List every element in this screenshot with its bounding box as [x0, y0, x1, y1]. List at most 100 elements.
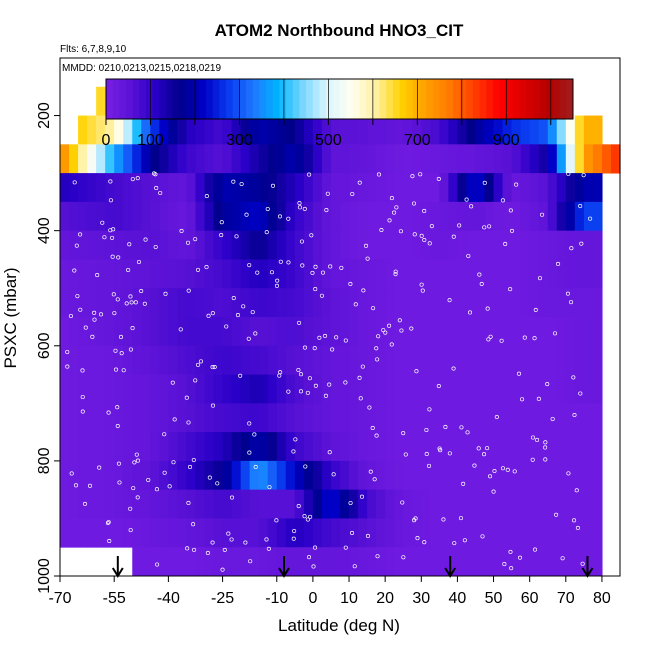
- sample-marker: [135, 458, 140, 463]
- heatmap-cell: [186, 489, 197, 519]
- heatmap-cell: [439, 374, 449, 404]
- heatmap-cell: [520, 518, 531, 548]
- sample-marker: [241, 304, 246, 309]
- heatmap-cell: [186, 230, 197, 260]
- heatmap-cell: [475, 518, 486, 548]
- colorbar-segment: [319, 79, 327, 119]
- sample-marker: [375, 357, 380, 362]
- heatmap-cell: [60, 460, 70, 491]
- sample-marker: [90, 334, 95, 339]
- heatmap-cell: [457, 345, 468, 375]
- sample-marker: [441, 517, 446, 522]
- heatmap-cell: [213, 115, 224, 145]
- heatmap-cell: [69, 518, 79, 548]
- sample-marker: [516, 371, 522, 376]
- heatmap-cell: [430, 115, 440, 145]
- sample-marker: [265, 206, 270, 212]
- heatmap-cell: [141, 489, 151, 519]
- heatmap-cell: [349, 144, 359, 174]
- heatmap-cell: [421, 115, 431, 145]
- heatmap-cell: [249, 288, 260, 318]
- heatmap-cell: [123, 432, 133, 462]
- heatmap-cell: [592, 230, 603, 260]
- heatmap-cell: [294, 374, 305, 404]
- sample-marker: [367, 405, 372, 410]
- heatmap-cell: [376, 115, 386, 145]
- heatmap-cell: [448, 144, 459, 174]
- heatmap-cell: [547, 547, 558, 577]
- sample-marker: [178, 327, 183, 332]
- heatmap-cell: [466, 317, 477, 347]
- heatmap-cell: [430, 259, 440, 289]
- sample-marker: [162, 432, 167, 437]
- heatmap-cell: [385, 173, 395, 203]
- sample-marker: [532, 547, 538, 552]
- heatmap-cell: [240, 547, 251, 577]
- sample-marker: [381, 328, 386, 333]
- heatmap-cell: [457, 374, 468, 404]
- sample-marker: [92, 317, 97, 322]
- heatmap-cell: [132, 518, 142, 548]
- sample-marker: [436, 383, 441, 389]
- heatmap-cell: [511, 432, 522, 462]
- colorbar-segment: [299, 79, 307, 119]
- heatmap-cell: [475, 173, 486, 203]
- heatmap-cell: [511, 288, 522, 318]
- heatmap-cell: [177, 547, 188, 577]
- heatmap-cell: [114, 345, 124, 375]
- heatmap-cell: [249, 201, 260, 232]
- sample-marker: [204, 194, 209, 199]
- heatmap-cell: [484, 201, 495, 232]
- sample-marker: [560, 556, 565, 561]
- colorbar-segment: [106, 79, 114, 119]
- sample-marker: [327, 450, 332, 455]
- heatmap-cell: [159, 259, 169, 289]
- sample-marker: [128, 294, 133, 299]
- heatmap-cell: [520, 173, 531, 203]
- sample-marker: [574, 488, 579, 493]
- sample-marker: [136, 259, 142, 265]
- heatmap-cell: [258, 403, 269, 433]
- heatmap-cell: [87, 403, 97, 433]
- heatmap-cell: [294, 460, 305, 491]
- heatmap-cell: [303, 259, 314, 289]
- colorbar-ticks: 0 100 300 500 700 900: [102, 119, 552, 149]
- colorbar-segment: [306, 79, 314, 119]
- heatmap-cell: [69, 345, 79, 375]
- heatmap-cell: [592, 460, 603, 491]
- heatmap-cell: [87, 201, 97, 232]
- sample-marker: [126, 267, 131, 273]
- heatmap-cell: [439, 201, 449, 232]
- sample-marker: [82, 501, 88, 506]
- sample-marker: [328, 264, 333, 269]
- heatmap-cell: [529, 547, 540, 577]
- heatmap-cell: [303, 460, 314, 491]
- heatmap-cell: [547, 288, 558, 318]
- heatmap-cell: [294, 317, 305, 347]
- sample-marker: [451, 366, 456, 371]
- heatmap-cell: [547, 460, 558, 491]
- heatmap-cell: [105, 317, 115, 347]
- heatmap-cell: [267, 460, 278, 491]
- heatmap-cell: [96, 460, 106, 491]
- heatmap-cell: [177, 374, 188, 404]
- heatmap-cell: [457, 144, 468, 174]
- heatmap-cell: [96, 403, 106, 433]
- heatmap-cell: [574, 230, 585, 260]
- heatmap-cell: [439, 547, 449, 577]
- heatmap-cell: [493, 230, 504, 260]
- heatmap-cell: [303, 288, 314, 318]
- sample-marker: [500, 198, 505, 203]
- heatmap-cell: [249, 115, 260, 145]
- heatmap-cell: [394, 489, 404, 519]
- heatmap-cell: [69, 230, 79, 260]
- heatmap-cell: [186, 317, 197, 347]
- heatmap-cell: [303, 518, 314, 548]
- heatmap-cell: [367, 489, 377, 519]
- heatmap-cell: [484, 518, 495, 548]
- heatmap-cell: [367, 518, 377, 548]
- sample-marker: [72, 180, 77, 185]
- sample-marker: [310, 270, 315, 275]
- sample-marker: [313, 264, 318, 269]
- heatmap-cell: [240, 259, 251, 289]
